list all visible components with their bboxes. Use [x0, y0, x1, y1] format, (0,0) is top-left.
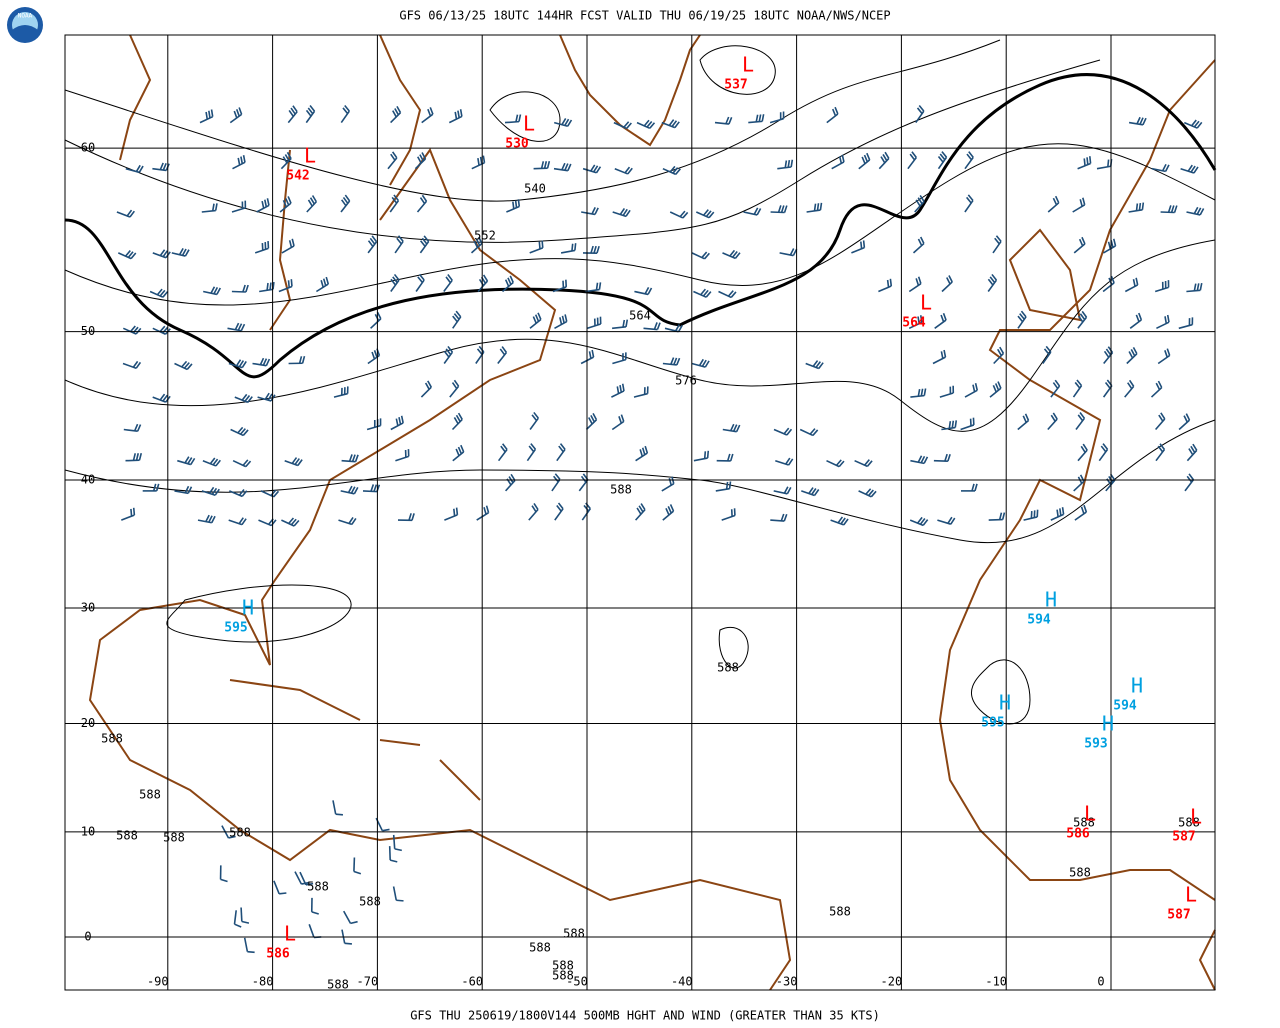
longitude-label: 0 — [1097, 975, 1104, 989]
footer-title: GFS THU 250619/1800V144 500MB HGHT AND W… — [410, 1009, 880, 1023]
longitude-label: -40 — [671, 975, 693, 989]
center-value: 587 — [1172, 830, 1195, 845]
latitude-label: 30 — [81, 600, 95, 614]
contour-label: 564 — [629, 309, 651, 323]
center-value: 587 — [1167, 908, 1190, 923]
latitude-label: 40 — [81, 473, 95, 487]
center-letter: L — [742, 53, 754, 77]
center-letter: H — [1045, 588, 1057, 612]
contour-label: 540 — [524, 182, 546, 196]
contour-label: 588 — [552, 969, 574, 983]
longitude-label: -30 — [776, 975, 798, 989]
center-letter: L — [523, 112, 535, 136]
contour-label: 552 — [474, 229, 496, 243]
contour-label: 588 — [610, 483, 632, 497]
center-letter: L — [1185, 883, 1197, 907]
center-value: 586 — [266, 947, 290, 962]
latitude-label: 10 — [81, 824, 95, 838]
longitude-label: -10 — [985, 975, 1007, 989]
center-letter: H — [1131, 674, 1143, 698]
center-letter: H — [999, 691, 1011, 715]
latitude-label: 0 — [84, 930, 91, 944]
center-letter: L — [284, 922, 296, 946]
contour-label: 588 — [1069, 866, 1091, 880]
latitude-label: 50 — [81, 324, 95, 338]
contour-label: 588 — [829, 905, 851, 919]
barb-staff — [241, 908, 242, 922]
contour-label: 588 — [359, 895, 381, 909]
contour-label: 588 — [717, 661, 739, 675]
logo: NOAA — [7, 7, 43, 43]
center-letter: L — [920, 291, 932, 315]
latitude-label: 60 — [81, 141, 95, 155]
title: GFS 06/13/25 18UTC 144HR FCST VALID THU … — [399, 9, 890, 23]
center-value: 594 — [1027, 613, 1051, 628]
center-value: 586 — [1066, 827, 1090, 842]
longitude-label: -20 — [881, 975, 903, 989]
longitude-label: -60 — [461, 975, 483, 989]
contour-label: 588 — [139, 788, 161, 802]
contour-label: 588 — [163, 831, 185, 845]
barb-staff — [394, 835, 395, 849]
center-letter: L — [1084, 802, 1096, 826]
contour-label: 588 — [327, 978, 349, 992]
center-letter: L — [1190, 805, 1202, 829]
contour-label: 588 — [529, 941, 551, 955]
contour-label: 588 — [229, 826, 251, 840]
center-value: 537 — [724, 78, 747, 93]
contour-label: 588 — [307, 880, 329, 894]
center-letter: H — [1102, 712, 1114, 736]
contour-label: 588 — [116, 829, 138, 843]
latitude-label: 20 — [81, 716, 95, 730]
logo-text: NOAA — [18, 13, 33, 20]
center-value: 595 — [224, 621, 247, 636]
longitude-label: -70 — [357, 975, 379, 989]
center-value: 593 — [1084, 737, 1107, 752]
center-letter: L — [304, 144, 316, 168]
longitude-label: -90 — [147, 975, 169, 989]
center-value: 542 — [286, 169, 309, 184]
center-value: 594 — [1113, 699, 1137, 714]
longitude-label: -80 — [252, 975, 274, 989]
barb-staff — [505, 122, 519, 123]
contour-label: 588 — [563, 927, 585, 941]
contour-label: 588 — [101, 732, 123, 746]
contour-label: 576 — [675, 374, 697, 388]
center-letter: H — [242, 596, 254, 620]
center-value: 530 — [505, 137, 529, 152]
center-value: 564 — [902, 316, 926, 331]
center-value: 595 — [981, 716, 1004, 731]
